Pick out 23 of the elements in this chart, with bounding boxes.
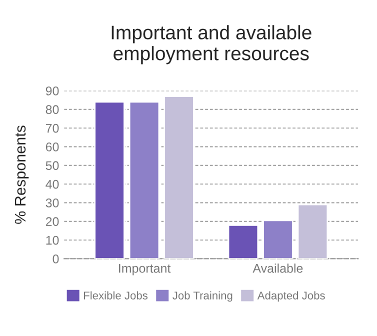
- y-tick-label: 60: [46, 142, 59, 152]
- x-tick-label: Available: [252, 264, 303, 273]
- chart-title: Important and available employment resources: [112, 25, 312, 64]
- bar: [128, 101, 160, 259]
- legend-label: Job Training: [172, 291, 232, 302]
- bar: [94, 101, 125, 259]
- bar: [228, 224, 259, 259]
- y-tick-label: 0: [52, 254, 59, 264]
- y-tick-label: 10: [46, 236, 59, 245]
- y-tick-label: 40: [46, 180, 59, 189]
- legend-label: Flexible Jobs: [84, 291, 148, 300]
- y-tick-label: 90: [46, 86, 59, 96]
- y-tick-label: 80: [46, 105, 59, 114]
- bar: [297, 204, 328, 259]
- y-tick-label: 30: [46, 198, 59, 208]
- x-tick-label: Important: [119, 264, 171, 276]
- y-tick-label: 50: [46, 161, 59, 170]
- y-tick-label: 20: [46, 217, 59, 226]
- legend-label: Adapted Jobs: [257, 291, 325, 302]
- bar: [262, 220, 294, 259]
- y-tick-label: 70: [46, 124, 59, 133]
- bar: [164, 96, 194, 259]
- y-axis-title: % Responents: [14, 126, 29, 224]
